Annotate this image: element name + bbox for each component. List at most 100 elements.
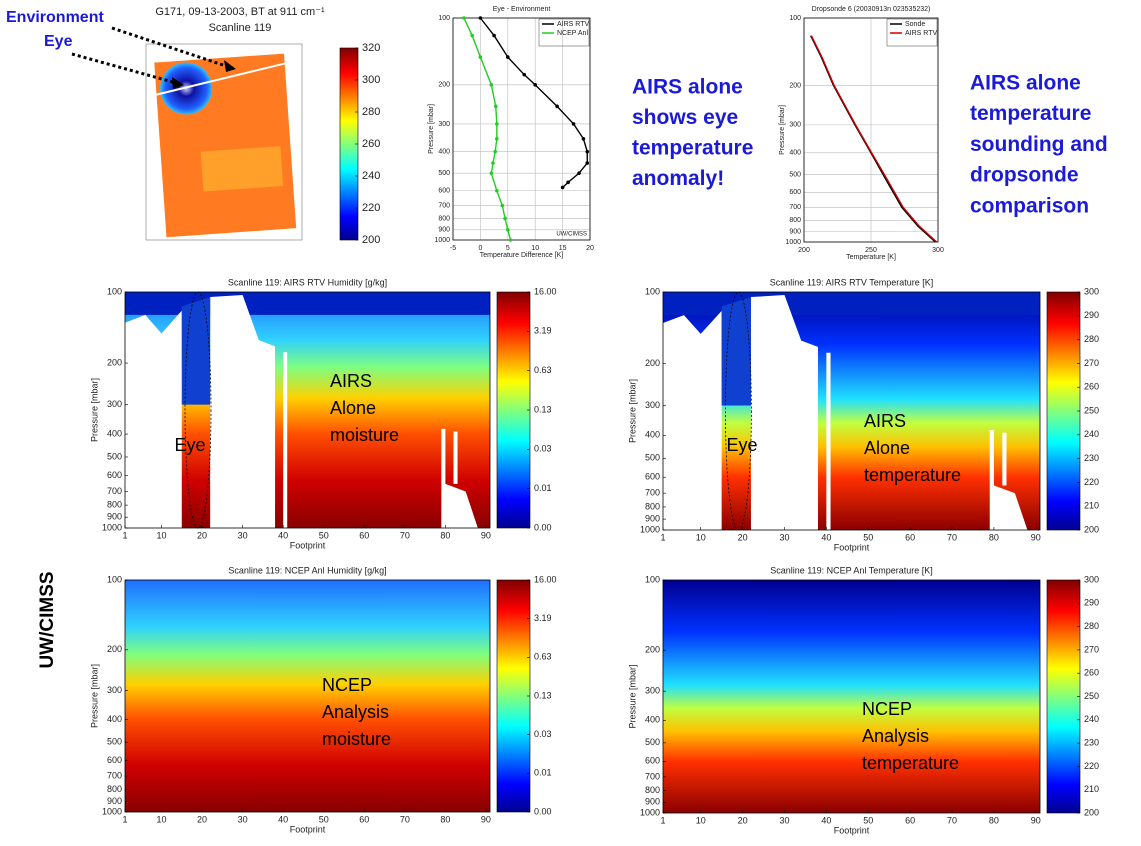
eye-label: Eye xyxy=(726,435,757,455)
colorbar-label: 260 xyxy=(1084,668,1099,678)
plot-frame xyxy=(452,17,591,241)
y-tick-label: 500 xyxy=(645,737,660,747)
annotation: Alone xyxy=(330,398,376,418)
x-tick-label: -5 xyxy=(450,245,456,252)
y-tick-label: 100 xyxy=(645,574,660,584)
y-tick-label: 100 xyxy=(789,15,801,22)
x-tick-label: 40 xyxy=(821,532,831,542)
y-axis-label: Pressure [mbar] xyxy=(779,105,786,155)
y-axis-label: Pressure [mbar] xyxy=(428,104,435,154)
y-tick-label: 1000 xyxy=(640,807,660,817)
point xyxy=(560,185,565,190)
annotation: moisture xyxy=(330,425,399,445)
x-tick-label: 90 xyxy=(481,530,491,540)
x-tick-label: 80 xyxy=(989,815,999,825)
x-tick-label: 20 xyxy=(738,815,748,825)
annotation: Analysis xyxy=(322,702,389,722)
x-tick-label: 70 xyxy=(400,814,410,824)
x-tick-label: 300 xyxy=(932,247,944,254)
colorbar-label: 280 xyxy=(1084,621,1099,631)
colorbar-label: 210 xyxy=(1084,784,1099,794)
x-tick-label: 250 xyxy=(865,247,877,254)
colorbar-label: 0.01 xyxy=(534,768,552,778)
x-tick-label: 50 xyxy=(319,814,329,824)
x-tick-label: 70 xyxy=(947,532,957,542)
x-tick-label: 70 xyxy=(947,815,957,825)
point xyxy=(495,122,499,126)
y-tick-label: 400 xyxy=(107,714,122,724)
x-tick-label: 5 xyxy=(506,245,510,252)
legend-label: AIRS RTV xyxy=(905,30,937,37)
missing-region xyxy=(750,295,818,530)
x-tick-label: 1 xyxy=(660,532,665,542)
point xyxy=(577,171,581,175)
x-tick-label: 15 xyxy=(559,245,567,252)
colorbar-label: 0.03 xyxy=(534,444,552,454)
x-tick-label: 30 xyxy=(238,814,248,824)
y-tick-label: 500 xyxy=(107,737,122,747)
callout-text: comparison xyxy=(970,194,1089,217)
colorbar-label: 0.01 xyxy=(534,483,552,493)
y-tick-label: 800 xyxy=(645,785,660,795)
chart-title: Scanline 119: NCEP Anl Temperature [K] xyxy=(770,565,933,575)
series-line xyxy=(479,17,588,188)
point xyxy=(585,161,590,165)
x-tick-label: 30 xyxy=(779,815,789,825)
colorbar-label: 320 xyxy=(362,42,380,54)
y-tick-label: 300 xyxy=(645,686,660,696)
plot-footer: UW/CIMSS xyxy=(556,232,587,238)
annotation: AIRS xyxy=(330,371,372,391)
callout-text: anomaly! xyxy=(632,167,724,190)
x-tick-label: 30 xyxy=(238,530,248,540)
point xyxy=(503,216,507,221)
colorbar-label: 0.00 xyxy=(534,522,552,532)
x-tick-label: 50 xyxy=(319,530,329,540)
plot-frame xyxy=(124,579,491,813)
annotation: Analysis xyxy=(862,726,929,746)
image-label: Environment xyxy=(6,9,104,26)
scanline xyxy=(156,62,285,96)
point xyxy=(491,161,495,165)
point xyxy=(478,16,483,20)
colorbar-label: 270 xyxy=(1084,644,1099,654)
y-tick-label: 300 xyxy=(645,400,660,410)
x-axis-label: Footprint xyxy=(290,824,326,834)
x-tick-label: 10 xyxy=(156,530,166,540)
point xyxy=(470,33,474,38)
y-tick-label: 500 xyxy=(645,453,660,463)
x-tick-label: 40 xyxy=(278,814,288,824)
y-tick-label: 500 xyxy=(789,171,801,178)
point xyxy=(493,104,498,109)
x-tick-label: 80 xyxy=(989,532,999,542)
y-tick-label: 300 xyxy=(107,685,122,695)
y-tick-label: 700 xyxy=(438,202,450,209)
colorbar-label: 300 xyxy=(362,74,380,86)
colorbar-label: 0.13 xyxy=(534,690,552,700)
point xyxy=(489,83,494,87)
top-band xyxy=(125,292,490,315)
image-frame xyxy=(145,43,303,241)
point xyxy=(500,203,505,208)
y-tick-label: 600 xyxy=(789,189,801,196)
x-tick-label: 10 xyxy=(531,245,539,252)
colorbar xyxy=(496,579,531,813)
point xyxy=(566,180,570,185)
x-tick-label: 20 xyxy=(586,245,594,252)
missing-region xyxy=(989,429,1028,530)
point xyxy=(478,55,483,59)
x-axis-label: Footprint xyxy=(290,540,326,550)
x-tick-label: 1 xyxy=(660,815,665,825)
colorbar-label: 16.00 xyxy=(534,286,557,296)
x-tick-label: 10 xyxy=(696,532,706,542)
y-tick-label: 600 xyxy=(438,188,450,195)
y-tick-label: 400 xyxy=(789,150,801,157)
colorbar-label: 0.00 xyxy=(534,806,552,816)
annotation: moisture xyxy=(322,729,391,749)
scene-patch xyxy=(200,146,284,192)
x-tick-label: 80 xyxy=(440,530,450,540)
y-tick-label: 500 xyxy=(438,170,450,177)
x-tick-label: 90 xyxy=(1031,815,1041,825)
missing-region xyxy=(283,352,288,528)
point xyxy=(462,16,466,20)
